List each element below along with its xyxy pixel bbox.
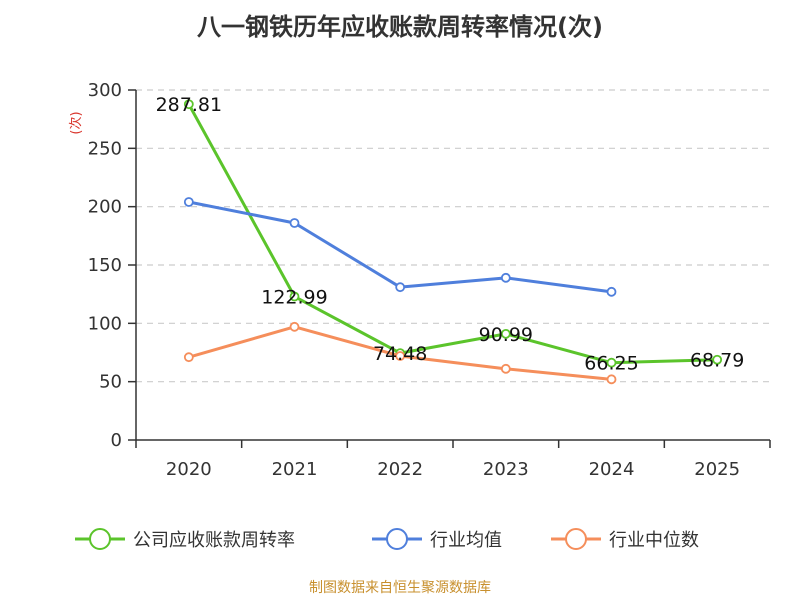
series-line [188,200,612,294]
data-label: 74.48 [373,343,427,365]
data-point [500,272,511,283]
data-label: 90.99 [479,324,533,346]
y-tick-label: 250 [88,138,122,159]
data-point [289,218,300,228]
data-point [712,354,723,365]
series-1 [183,99,723,368]
series-3 [183,321,617,385]
data-point [500,363,511,374]
legend-label: 行业中位数 [609,530,699,551]
legend-item: 行业均值 [372,528,502,551]
data-point [606,286,617,297]
data-point [289,291,300,302]
data-point [500,328,511,339]
data-labels: 287.81 122.99 74.48 90.99 66.25 68.79 [156,94,745,374]
y-tick-label: 0 [111,430,122,451]
data-point [395,282,406,293]
chart-title: 八一钢铁历年应收账款周转率情况(次) [197,13,603,41]
series-2 [183,197,617,297]
data-label: 122.99 [261,287,327,309]
legend-marker [386,528,408,550]
y-tick-label: 50 [99,372,122,393]
y-tick-label: 150 [88,255,122,276]
data-point [183,352,194,363]
axes: 0 50 100 150 200 250 300 2020 2021 2022 2023 2024 20… [88,80,771,480]
y-axis-label: (次) [68,111,84,134]
legend-item: 行业中位数 [551,528,699,551]
x-tick-label: 2024 [589,459,635,480]
data-label: 68.79 [690,350,744,372]
legend-marker [89,528,111,550]
y-tick-label: 300 [88,80,122,101]
data-point [606,374,617,385]
x-tick-label: 2020 [166,459,212,480]
x-tick-label: 2022 [377,459,423,480]
data-point [183,197,194,207]
data-point [606,357,617,368]
legend-label: 公司应收账款周转率 [133,530,295,551]
data-label: 66.25 [584,353,638,375]
legend-marker [565,528,587,550]
data-point [183,99,194,110]
x-tick-label: 2021 [272,459,318,480]
series-layer [183,99,723,385]
data-point [289,321,300,332]
source-footer: 制图数据来自恒生聚源数据库 [309,580,491,596]
legend: 公司应收账款周转率 行业均值 行业中位数 [75,528,699,551]
gridlines [136,89,770,383]
series-line [187,103,718,365]
x-tick-label: 2025 [694,459,740,480]
y-tick-label: 200 [88,197,122,218]
data-point [395,351,406,361]
data-label: 287.81 [156,94,222,116]
legend-item: 公司应收账款周转率 [75,528,295,551]
y-tick-label: 100 [88,313,122,334]
x-tick-label: 2023 [483,459,529,480]
legend-label: 行业均值 [430,530,502,551]
